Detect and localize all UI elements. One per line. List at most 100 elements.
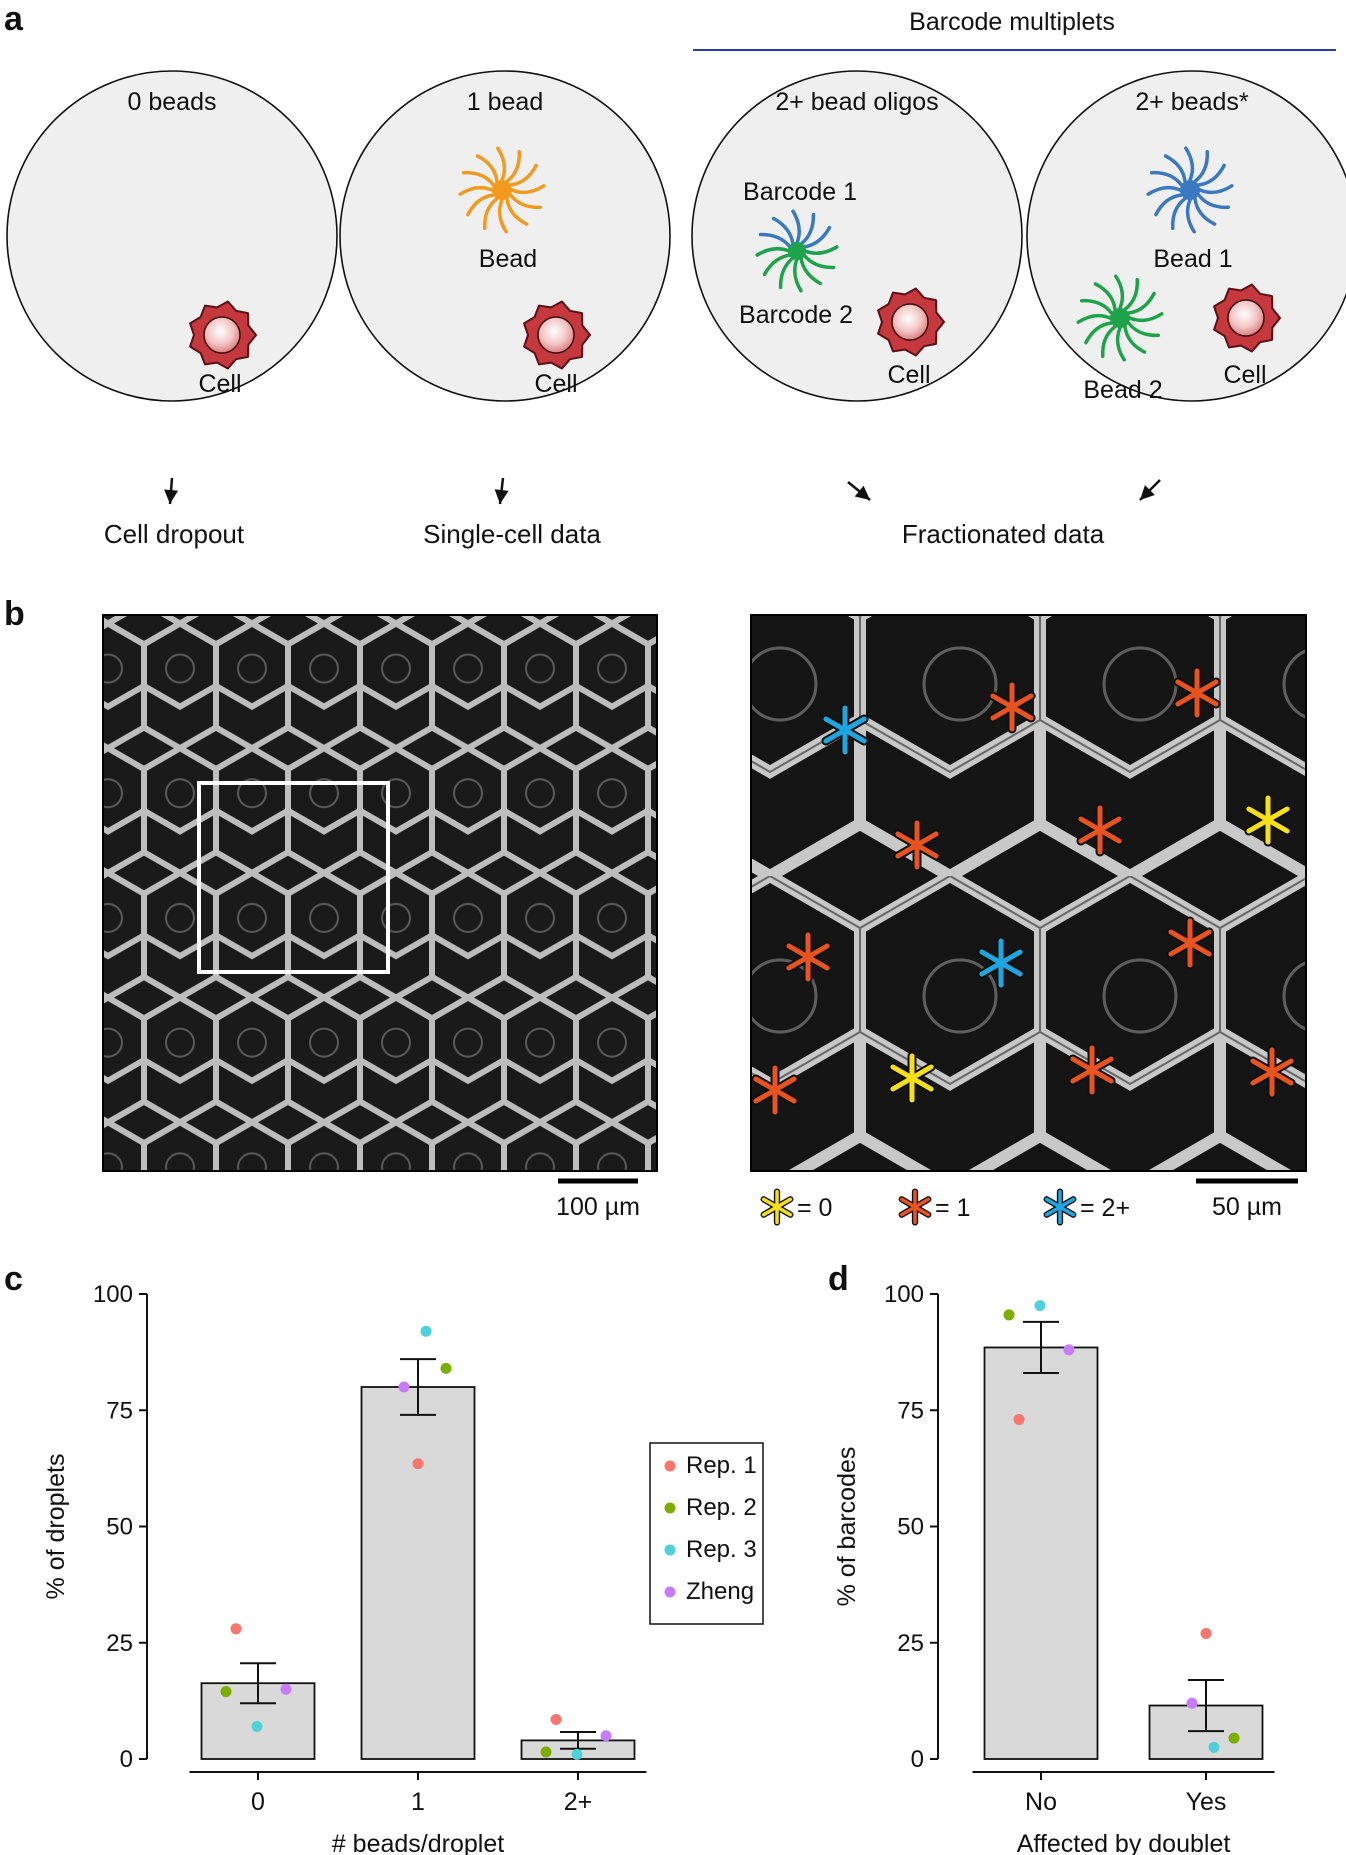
bead-core (1180, 180, 1200, 200)
barcode1-label: Barcode 1 (743, 178, 857, 206)
legend-label: Rep. 1 (686, 1452, 757, 1479)
bead-strand (461, 170, 496, 187)
oligo-strand (755, 247, 791, 257)
asterisk-fill (1070, 1045, 1114, 1095)
data-point (280, 1683, 292, 1695)
y-tick-label: 50 (897, 1514, 924, 1541)
chart-beads-per-droplet: c 0 25 50 75 100 % of droplets 0 1 2+ # beads/drop… (4, 1260, 764, 1855)
data-point (1063, 1344, 1075, 1356)
y-tick-label: 25 (897, 1630, 924, 1657)
bead-strand (1170, 196, 1187, 231)
asterisk-icon (1248, 1045, 1296, 1099)
bead-strand (1079, 298, 1114, 315)
bead-strand (496, 146, 507, 182)
bead-core (492, 180, 512, 200)
oligo-strand (791, 209, 801, 245)
data-point (251, 1720, 263, 1732)
data-point (440, 1362, 452, 1374)
marker-legend: = 0 = 1 = 2+ (760, 1188, 1130, 1226)
legend-label: = 1 (935, 1194, 970, 1222)
barcode2-label: Barcode 2 (739, 301, 853, 329)
bead-strand (505, 149, 522, 184)
x-axis-label: # beads/droplet (332, 1830, 504, 1855)
asterisk-fill (1175, 668, 1219, 718)
bead1-label: Bead 1 (1153, 245, 1232, 273)
asterisk-icon (1166, 916, 1214, 970)
data-point (1200, 1627, 1212, 1639)
cell-shape (1213, 283, 1281, 353)
asterisk-icon (760, 1188, 794, 1226)
arrow-head (854, 485, 870, 500)
y-tick-label: 75 (106, 1397, 133, 1424)
cell-nucleus (1227, 299, 1265, 337)
x-tick-label: 0 (251, 1788, 265, 1816)
asterisk-icon (751, 1063, 799, 1117)
bead-strand (1123, 324, 1147, 354)
asterisk-fill (895, 820, 939, 870)
legend-label: Zheng (686, 1578, 754, 1605)
bead-strand (1126, 291, 1156, 315)
droplet-title: 1 bead (467, 88, 543, 116)
bead-strand (1198, 184, 1234, 195)
cell-label: Cell (534, 370, 577, 398)
cell-nucleus (891, 303, 929, 341)
bead-strand (508, 163, 538, 187)
asterisk-fill (1168, 918, 1212, 968)
panel-a-letter: a (4, 0, 24, 38)
bead-blue (1146, 146, 1234, 234)
legend-label: Rep. 2 (686, 1494, 757, 1521)
bead-strand (466, 193, 496, 217)
bead-strand (1126, 321, 1161, 338)
asterisk-fill (890, 1053, 934, 1103)
asterisk-icon (898, 1188, 932, 1226)
droplet-circle (691, 70, 1023, 402)
data-point (1186, 1697, 1198, 1709)
bead-core (1110, 308, 1130, 328)
oligo-strand (799, 256, 823, 286)
bead-strand (458, 185, 494, 196)
legend-swatch (664, 1586, 676, 1598)
asterisk-icon (1043, 1188, 1077, 1226)
cell-shape (877, 287, 945, 357)
y-tick-label: 75 (897, 1397, 924, 1424)
asterisk-icon (1173, 666, 1221, 720)
panel-letter: d (828, 1260, 849, 1298)
oligo-strand (758, 232, 792, 249)
panel-b-letter: b (4, 595, 25, 633)
asterisk-icon (988, 680, 1036, 734)
outcome-cell-dropout: Cell dropout (104, 519, 245, 549)
zoom-region-box (197, 781, 390, 974)
data-point (230, 1623, 242, 1635)
data-point (1208, 1741, 1220, 1753)
cell-nucleus (537, 316, 575, 354)
asterisk-fill (823, 705, 867, 755)
bar (983, 1346, 1099, 1760)
y-tick-label: 50 (106, 1514, 133, 1541)
bead-strand (1084, 321, 1114, 345)
asterisk-icon (888, 1051, 936, 1105)
bead-label: Bead (479, 245, 537, 273)
legend-swatch (664, 1544, 676, 1556)
x-tick-label: No (1025, 1788, 1057, 1816)
bead-strand (1076, 313, 1112, 324)
asterisk-icon (893, 818, 941, 872)
oligo-strand (762, 253, 792, 277)
bead-strand (1163, 154, 1187, 184)
oligo-green (755, 242, 839, 293)
bead-strand (1100, 324, 1117, 359)
multiplets-header: Barcode multiplets (909, 8, 1115, 36)
data-point (550, 1713, 562, 1725)
data-point (1003, 1309, 1015, 1321)
y-tick-label: 25 (106, 1630, 133, 1657)
oligo-strand (778, 256, 795, 290)
asterisk-fill (990, 682, 1034, 732)
y-tick-label: 0 (911, 1746, 924, 1773)
bead-strand (1128, 312, 1164, 323)
droplet-group: 0 beads 1 bead 2+ bead oligos 2+ beads* Cell… (6, 70, 1346, 549)
legend-label: = 0 (797, 1194, 832, 1222)
droplet-title: 0 beads (128, 88, 217, 116)
asterisk-icon (1076, 803, 1124, 857)
bead-strand (510, 184, 546, 195)
legend-label: Rep. 3 (686, 1536, 757, 1563)
chart-affected-by-doublet: d 0 25 50 75 100 % of barcodes No Yes Affected by… (828, 1260, 1275, 1855)
